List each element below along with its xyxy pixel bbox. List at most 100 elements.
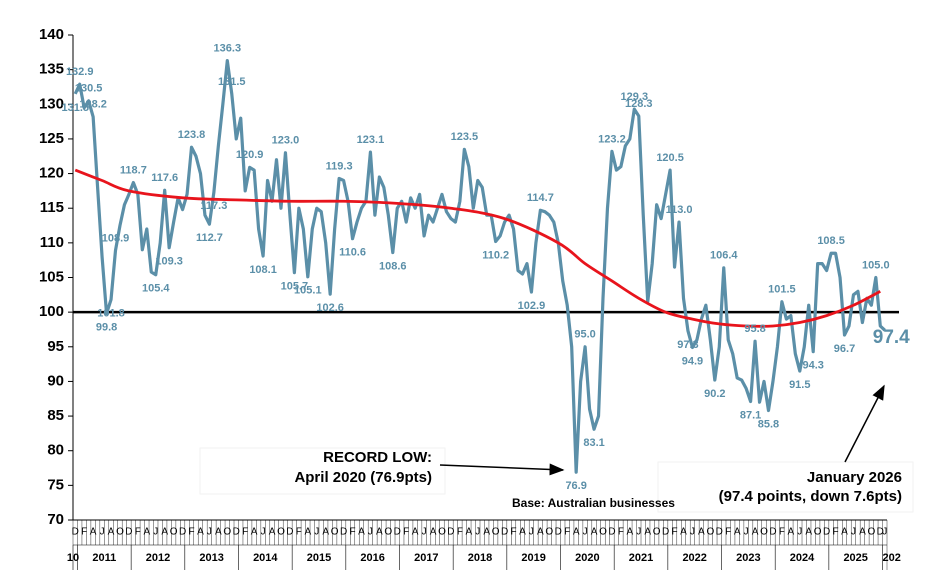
year-label: 2021 xyxy=(629,552,653,564)
data-label: 102.6 xyxy=(316,302,344,314)
data-label: 105.4 xyxy=(142,283,170,295)
y-tick-label: 130 xyxy=(39,95,64,112)
x-tick-label: J xyxy=(851,527,856,538)
x-tick-label: A xyxy=(322,527,329,538)
data-label: 131.5 xyxy=(218,76,246,88)
y-tick-label: 115 xyxy=(40,199,64,216)
x-tick-label: J xyxy=(368,527,373,538)
x-tick-label: O xyxy=(438,527,446,538)
x-tick-label: F xyxy=(403,527,409,538)
x-tick-label: F xyxy=(81,527,87,538)
x-tick-label: F xyxy=(188,527,194,538)
year-label: 2012 xyxy=(146,552,170,564)
year-label: 2017 xyxy=(414,552,438,564)
data-label: 97.3 xyxy=(677,339,698,351)
x-tick-label: A xyxy=(752,527,759,538)
year-label: 2011 xyxy=(92,552,116,564)
trend-line xyxy=(74,168,881,328)
data-label: 129.3 xyxy=(621,91,649,103)
x-tick-label: A xyxy=(859,527,866,538)
year-label: 10 xyxy=(67,552,79,564)
x-tick-label: J xyxy=(744,527,749,538)
arrow xyxy=(844,384,885,463)
data-label: 96.7 xyxy=(834,343,855,355)
x-tick-label: D xyxy=(179,527,186,538)
y-tick-label: 105 xyxy=(39,268,64,285)
x-tick-label: O xyxy=(170,527,178,538)
y-tick-label: 95 xyxy=(47,338,64,355)
x-tick-label: F xyxy=(349,527,355,538)
data-label: 117.3 xyxy=(200,200,227,212)
year-label: 2023 xyxy=(736,552,760,564)
x-tick-label: A xyxy=(412,527,419,538)
x-tick-label: D xyxy=(72,527,79,538)
year-label: 2016 xyxy=(360,552,384,564)
annotation: January 2026 xyxy=(807,469,902,486)
data-label: 117.6 xyxy=(151,172,178,184)
y-tick-label: 90 xyxy=(47,372,64,389)
x-tick-label: O xyxy=(277,527,285,538)
data-label: 102.9 xyxy=(518,300,546,312)
x-tick-label: A xyxy=(483,527,490,538)
x-tick-label: A xyxy=(519,527,526,538)
data-label: 130.5 xyxy=(75,83,103,95)
x-tick-label: A xyxy=(788,527,795,538)
x-tick-label: A xyxy=(698,527,705,538)
x-tick-label: F xyxy=(510,527,516,538)
x-tick-label: D xyxy=(608,527,615,538)
y-tick-label: 110 xyxy=(40,234,64,251)
year-label: 2020 xyxy=(575,552,599,564)
x-tick-label: D xyxy=(447,527,454,538)
x-tick-label: A xyxy=(215,527,222,538)
x-tick-label: F xyxy=(242,527,248,538)
x-tick-label: D xyxy=(340,527,347,538)
data-label: 95.8 xyxy=(744,323,765,335)
x-tick-label: J xyxy=(207,527,212,538)
x-tick-label: A xyxy=(304,527,311,538)
x-tick-label: D xyxy=(233,527,240,538)
data-label: 110.2 xyxy=(482,249,509,261)
data-label: 90.2 xyxy=(704,388,725,400)
data-label: 114.7 xyxy=(527,192,554,204)
x-tick-label: F xyxy=(833,527,839,538)
data-label: 123.5 xyxy=(451,131,479,143)
x-tick-label: J xyxy=(797,527,802,538)
data-label: 95.0 xyxy=(574,329,595,341)
y-tick-label: 75 xyxy=(47,476,64,493)
x-tick-label: A xyxy=(430,527,437,538)
data-label: 120.9 xyxy=(236,149,264,161)
x-tick-label: F xyxy=(296,527,302,538)
data-label: 113.0 xyxy=(666,204,693,216)
x-tick-label: A xyxy=(841,527,848,538)
x-tick-label: J xyxy=(636,527,641,538)
x-tick-label: A xyxy=(537,527,544,538)
y-tick-label: 80 xyxy=(47,442,64,459)
y-tick-label: 140 xyxy=(39,26,64,43)
data-label: 112.7 xyxy=(196,232,223,244)
data-label: 105.7 xyxy=(281,281,309,293)
data-label: 131.5 xyxy=(61,102,89,114)
x-tick-label: J xyxy=(690,527,695,538)
y-tick-label: 70 xyxy=(47,511,64,528)
x-tick-label: O xyxy=(653,527,661,538)
x-tick-label: J xyxy=(314,527,319,538)
x-tick-label: O xyxy=(116,527,124,538)
x-tick-label: D xyxy=(877,527,884,538)
data-label: 105.0 xyxy=(862,259,890,271)
x-tick-label: J xyxy=(261,527,266,538)
data-label: 108.1 xyxy=(249,264,277,276)
x-tick-label: J xyxy=(529,527,534,538)
x-tick-label: O xyxy=(492,527,500,538)
x-tick-label: A xyxy=(644,527,651,538)
data-label: 101.5 xyxy=(768,284,796,296)
data-label: 123.0 xyxy=(272,135,300,147)
x-tick-label: J xyxy=(422,527,427,538)
data-label: 99.8 xyxy=(96,321,117,333)
x-tick-label: D xyxy=(769,527,776,538)
x-tick-label: O xyxy=(545,527,553,538)
data-label: 119.3 xyxy=(326,160,353,172)
x-tick-label: D xyxy=(394,527,401,538)
x-tick-label: O xyxy=(814,527,822,538)
annotation: RECORD LOW: xyxy=(323,449,432,466)
year-label: 202 xyxy=(883,552,901,564)
